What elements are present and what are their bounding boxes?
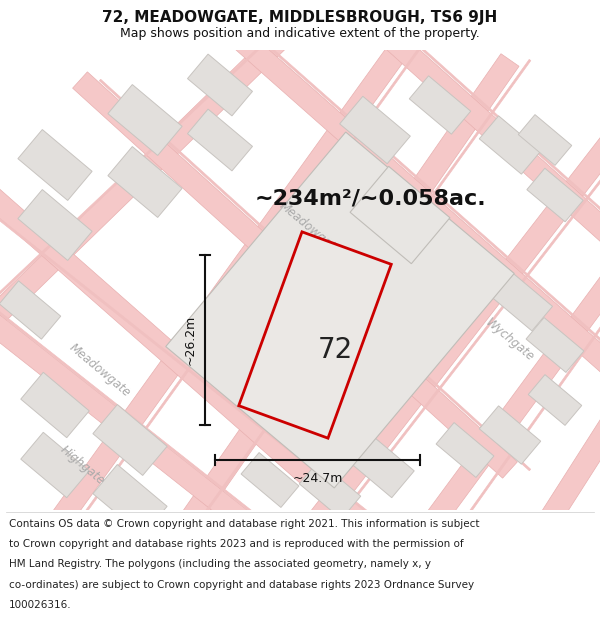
Polygon shape xyxy=(409,76,471,134)
Polygon shape xyxy=(521,184,600,556)
Polygon shape xyxy=(411,154,600,546)
Polygon shape xyxy=(0,0,328,368)
Text: 72, MEADOWGATE, MIDDLESBROUGH, TS6 9JH: 72, MEADOWGATE, MIDDLESBROUGH, TS6 9JH xyxy=(103,10,497,25)
Polygon shape xyxy=(527,168,583,222)
Text: Highgate: Highgate xyxy=(57,442,107,488)
Polygon shape xyxy=(340,96,410,164)
Text: Meadowgate: Meadowgate xyxy=(67,341,133,399)
Polygon shape xyxy=(299,461,361,519)
Polygon shape xyxy=(181,54,519,526)
Polygon shape xyxy=(362,12,600,378)
Polygon shape xyxy=(239,232,391,438)
Polygon shape xyxy=(479,406,541,464)
Polygon shape xyxy=(389,19,600,371)
Polygon shape xyxy=(0,152,377,538)
Polygon shape xyxy=(301,123,600,537)
Polygon shape xyxy=(0,281,61,339)
Text: Meadowgate: Meadowgate xyxy=(277,199,343,258)
Polygon shape xyxy=(100,79,530,471)
Polygon shape xyxy=(479,116,541,174)
Polygon shape xyxy=(0,179,391,531)
Text: HM Land Registry. The polygons (including the associated geometry, namely x, y: HM Land Registry. The polygons (includin… xyxy=(9,559,431,569)
Polygon shape xyxy=(93,404,167,476)
Polygon shape xyxy=(329,129,600,531)
Polygon shape xyxy=(250,29,600,411)
Polygon shape xyxy=(21,432,89,498)
Polygon shape xyxy=(21,372,89,438)
Text: 100026316.: 100026316. xyxy=(9,600,71,610)
Text: to Crown copyright and database rights 2023 and is reproduced with the permissio: to Crown copyright and database rights 2… xyxy=(9,539,464,549)
Text: ~24.7m: ~24.7m xyxy=(292,471,343,484)
Polygon shape xyxy=(51,14,429,526)
Polygon shape xyxy=(241,452,299,508)
Polygon shape xyxy=(108,84,182,156)
Text: ~234m²/~0.058ac.: ~234m²/~0.058ac. xyxy=(254,188,486,208)
Polygon shape xyxy=(188,109,253,171)
Polygon shape xyxy=(488,269,553,331)
Text: Map shows position and indicative extent of the property.: Map shows position and indicative extent… xyxy=(120,27,480,40)
Text: Wychgate: Wychgate xyxy=(483,316,537,364)
Polygon shape xyxy=(0,241,287,559)
Polygon shape xyxy=(73,72,517,478)
Text: co-ordinates) are subject to Crown copyright and database rights 2023 Ordnance S: co-ordinates) are subject to Crown copyr… xyxy=(9,579,474,589)
Polygon shape xyxy=(0,249,301,551)
Polygon shape xyxy=(166,132,514,488)
Polygon shape xyxy=(518,114,572,166)
Polygon shape xyxy=(199,59,531,521)
Polygon shape xyxy=(108,146,182,217)
Polygon shape xyxy=(93,464,167,536)
Polygon shape xyxy=(350,166,450,264)
Text: Contains OS data © Crown copyright and database right 2021. This information is : Contains OS data © Crown copyright and d… xyxy=(9,519,479,529)
Polygon shape xyxy=(346,432,414,498)
Polygon shape xyxy=(449,159,600,541)
Polygon shape xyxy=(188,54,253,116)
Polygon shape xyxy=(18,189,92,261)
Polygon shape xyxy=(0,0,311,341)
Polygon shape xyxy=(528,374,582,426)
Polygon shape xyxy=(223,22,600,418)
Polygon shape xyxy=(18,129,92,201)
Polygon shape xyxy=(79,19,441,521)
Polygon shape xyxy=(526,318,584,372)
Text: 72: 72 xyxy=(317,336,353,364)
Polygon shape xyxy=(436,422,494,478)
Text: ~26.2m: ~26.2m xyxy=(184,315,197,365)
